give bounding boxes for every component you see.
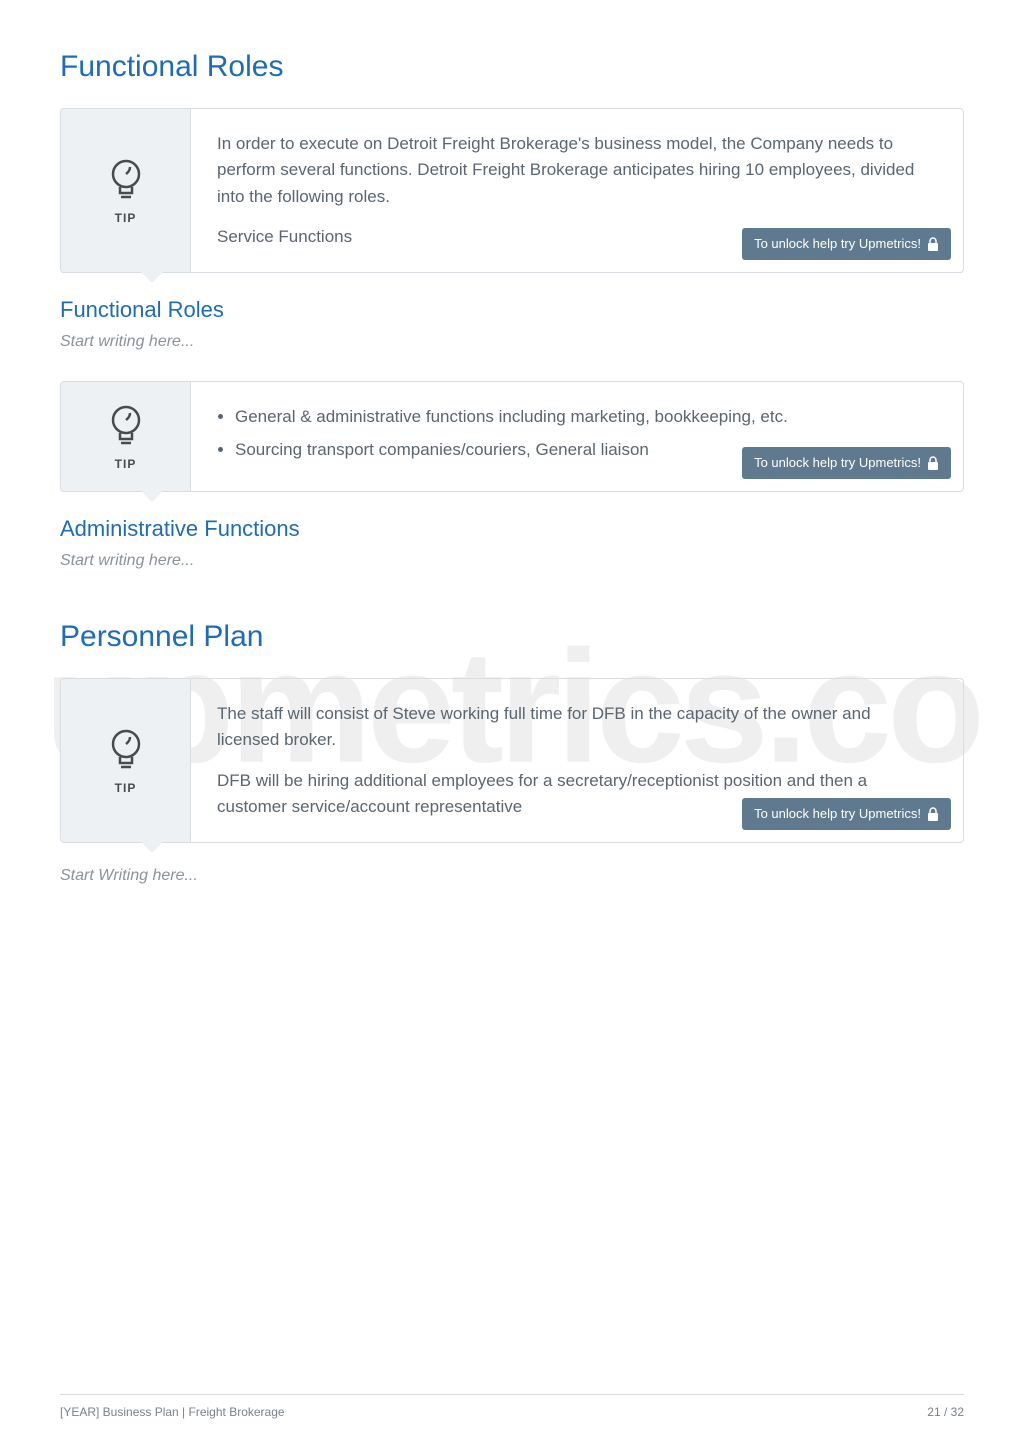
- lightbulb-icon: [106, 157, 146, 205]
- page-content: Functional Roles TIP In order to execute…: [60, 50, 964, 885]
- lock-icon: [927, 237, 939, 251]
- tip-label: TIP: [115, 457, 137, 471]
- functional-roles-heading: Functional Roles: [60, 50, 964, 84]
- placeholder-personnel[interactable]: Start Writing here...: [60, 867, 964, 885]
- tip-content: In order to execute on Detroit Freight B…: [191, 109, 963, 272]
- admin-functions-subheading: Administrative Functions: [60, 516, 964, 542]
- tip-box-personnel: TIP The staff will consist of Steve work…: [60, 678, 964, 843]
- lightbulb-icon: [106, 727, 146, 775]
- footer-right: 21 / 32: [927, 1405, 964, 1419]
- personnel-plan-heading: Personnel Plan: [60, 620, 964, 654]
- unlock-label: To unlock help try Upmetrics!: [754, 453, 921, 473]
- tip-left-panel: TIP: [61, 109, 191, 272]
- tip-label: TIP: [115, 781, 137, 795]
- unlock-label: To unlock help try Upmetrics!: [754, 804, 921, 824]
- page-footer: [YEAR] Business Plan | Freight Brokerage…: [60, 1394, 964, 1419]
- footer-left: [YEAR] Business Plan | Freight Brokerage: [60, 1405, 285, 1419]
- tip-content: The staff will consist of Steve working …: [191, 679, 963, 842]
- tip-box-functional-roles: TIP In order to execute on Detroit Freig…: [60, 108, 964, 273]
- personnel-para-1: The staff will consist of Steve working …: [217, 701, 937, 754]
- unlock-button[interactable]: To unlock help try Upmetrics!: [742, 798, 951, 830]
- unlock-button[interactable]: To unlock help try Upmetrics!: [742, 228, 951, 260]
- functional-roles-subheading: Functional Roles: [60, 297, 964, 323]
- tip-arrow: [140, 490, 164, 502]
- placeholder-functional-roles[interactable]: Start writing here...: [60, 333, 964, 351]
- tip-arrow: [140, 271, 164, 283]
- tip-text: In order to execute on Detroit Freight B…: [217, 131, 937, 210]
- tip-left-panel: TIP: [61, 679, 191, 842]
- placeholder-admin[interactable]: Start writing here...: [60, 552, 964, 570]
- unlock-label: To unlock help try Upmetrics!: [754, 234, 921, 254]
- lightbulb-icon: [106, 403, 146, 451]
- unlock-button[interactable]: To unlock help try Upmetrics!: [742, 447, 951, 479]
- tip-content: General & administrative functions inclu…: [191, 382, 963, 491]
- admin-bullet-1: General & administrative functions inclu…: [235, 404, 937, 430]
- tip-label: TIP: [115, 211, 137, 225]
- lock-icon: [927, 807, 939, 821]
- tip-box-admin: TIP General & administrative functions i…: [60, 381, 964, 492]
- lock-icon: [927, 456, 939, 470]
- tip-arrow: [140, 841, 164, 853]
- tip-left-panel: TIP: [61, 382, 191, 491]
